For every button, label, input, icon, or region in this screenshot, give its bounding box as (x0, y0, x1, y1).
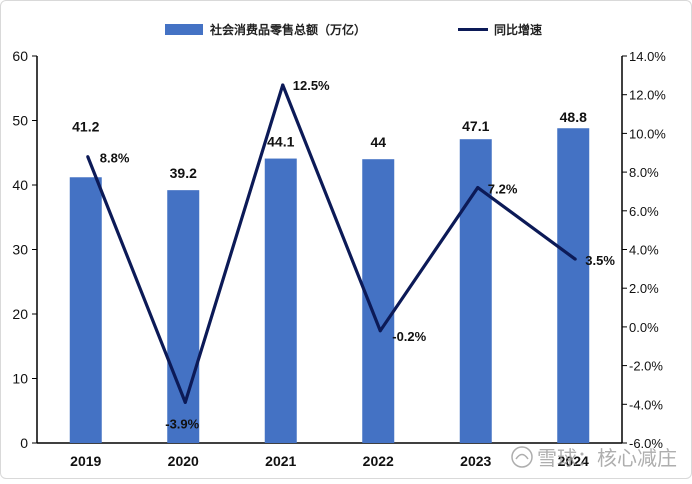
left-tick-label: 10 (12, 371, 28, 387)
line-point (281, 83, 285, 87)
watermark-text: 雪球：核心减庄 (537, 446, 677, 470)
legend-bar-label: 社会消费品零售总额（万亿） (209, 22, 366, 37)
right-tick-label: -2.0% (629, 359, 663, 374)
left-tick-label: 20 (12, 306, 28, 322)
bar-data-label: 41.2 (72, 118, 99, 134)
line-point (378, 329, 382, 333)
left-tick-label: 0 (20, 435, 28, 451)
left-tick-label: 50 (12, 113, 28, 129)
right-tick-label: 2.0% (629, 281, 659, 296)
snowball-logo-icon (511, 446, 533, 468)
data-labels: 41.2 39.2 44.1 44 47.1 48.8 8.8% -3.9% 12.5% -0.2… (72, 78, 615, 431)
x-tick-label: 2023 (460, 453, 491, 469)
left-tick-label: 60 (12, 48, 28, 64)
watermark: 雪球：核心减庄 (511, 446, 677, 470)
bar-data-label: 44.1 (267, 134, 294, 150)
right-tick-label: 10.0% (629, 126, 666, 141)
line-point (86, 155, 90, 159)
growth-line (86, 83, 577, 404)
bar-data-label: 44 (370, 134, 386, 150)
bar (69, 177, 102, 443)
bar (264, 158, 297, 443)
right-tick-label: 14.0% (629, 49, 666, 64)
x-tick-label: 2021 (265, 453, 296, 469)
bar (167, 190, 200, 443)
x-tick-label: 2022 (363, 453, 394, 469)
line-data-label: -3.9% (165, 416, 199, 431)
line-data-label: -0.2% (392, 329, 426, 344)
line-point (573, 257, 577, 261)
right-tick-label: 12.0% (629, 88, 666, 103)
left-tick-label: 30 (12, 242, 28, 258)
right-tick-label: -4.0% (629, 397, 663, 412)
line-point (476, 186, 480, 190)
right-tick-label: 6.0% (629, 204, 659, 219)
bar-data-label: 48.8 (560, 109, 587, 125)
line-data-label: 3.5% (585, 253, 615, 268)
line-data-label: 12.5% (293, 78, 330, 93)
x-tick-label: 2020 (168, 453, 199, 469)
line-data-label: 8.8% (100, 151, 130, 166)
line-point (183, 400, 187, 404)
bar (557, 128, 590, 444)
right-tick-label: 4.0% (629, 243, 659, 258)
x-tick-label: 2019 (70, 453, 101, 469)
x-tick-label: 2024 (558, 453, 589, 469)
legend: 社会消费品零售总额（万亿） 同比增速 (165, 22, 542, 37)
axes: 0 10 20 30 40 50 60 -6.0% -4.0% -2.0% 0.0% 2.0% 4.0%… (12, 48, 666, 469)
bar-data-label: 39.2 (170, 165, 197, 181)
bar-data-label: 47.1 (462, 118, 489, 134)
legend-line-label: 同比增速 (494, 22, 542, 37)
right-tick-label: -6.0% (629, 436, 663, 451)
left-tick-label: 40 (12, 177, 28, 193)
growth-line-path (86, 83, 577, 404)
right-tick-label: 0.0% (629, 320, 659, 335)
legend-bar-swatch (165, 24, 203, 35)
bars (69, 128, 590, 444)
right-tick-label: 8.0% (629, 165, 659, 180)
line-data-label: 7.2% (488, 182, 518, 197)
